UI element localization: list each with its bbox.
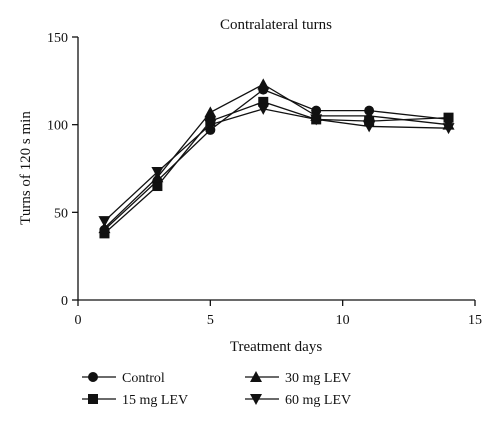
data-point-60-mg-lev [151,167,164,179]
data-point-30-mg-lev [257,78,270,90]
legend-label: 60 mg LEV [285,393,351,408]
data-point-30-mg-lev [204,106,217,118]
legend-marker-15-mg-lev [88,394,98,404]
series-line-60-mg-lev [104,108,449,222]
data-point-60-mg-lev [98,216,111,228]
axes [77,37,475,301]
legend-marker-60-mg-lev [250,394,262,405]
series-lines [104,83,449,234]
legend-label: 15 mg LEV [122,393,188,408]
legend: Control 15 mg LEV 30 mg LEV 60 mg LEV [82,371,351,408]
y-tick-label: 100 [47,119,68,134]
x-tick-label: 10 [336,313,350,328]
data-point-60-mg-lev [363,121,376,133]
legend-item-60-mg-lev: 60 mg LEV [245,393,351,408]
x-axis-title: Treatment days [230,339,323,355]
data-point-15-mg-lev [364,116,375,127]
legend-label: 30 mg LEV [285,371,351,386]
legend-marker-30-mg-lev [250,371,262,382]
legend-item-control: Control [82,371,165,386]
data-point-60-mg-lev [204,119,217,131]
legend-item-15-mg-lev: 15 mg LEV [82,393,188,408]
legend-label: Control [122,371,165,386]
data-point-15-mg-lev [258,96,269,107]
y-ticks: 0 50 100 150 [47,31,78,309]
series-markers [98,78,455,239]
y-tick-label: 150 [47,31,68,46]
x-tick-label: 0 [75,313,82,328]
x-tick-label: 15 [468,313,482,328]
chart-title: Contralateral turns [220,17,332,33]
series-line-control [104,88,449,231]
data-point-15-mg-lev [99,228,110,239]
legend-item-30-mg-lev: 30 mg LEV [245,371,351,386]
x-ticks: 0 5 10 15 [75,300,482,328]
y-axis-title: Turns of 120 s min [18,111,34,225]
data-point-15-mg-lev [152,181,163,192]
data-point-60-mg-lev [442,123,455,135]
data-point-30-mg-lev [363,109,376,121]
data-point-60-mg-lev [310,114,323,126]
y-tick-label: 0 [61,294,68,309]
y-tick-label: 50 [54,206,68,221]
x-tick-label: 5 [207,313,214,328]
legend-marker-control [88,372,98,382]
data-point-30-mg-lev [98,222,111,234]
data-point-60-mg-lev [257,103,270,115]
data-point-15-mg-lev [443,112,454,123]
